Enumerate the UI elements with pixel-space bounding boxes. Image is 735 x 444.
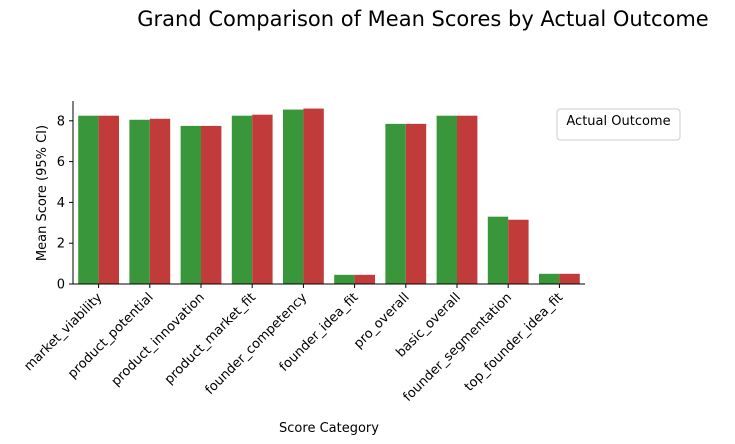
bar-product_innovation-series-2 xyxy=(201,125,222,285)
bar-founder_idea_fit-series-2 xyxy=(354,274,375,284)
legend: Actual Outcome xyxy=(556,108,681,141)
bar-pro_overall-series-2 xyxy=(405,123,427,284)
x-axis-label: Score Category xyxy=(279,421,379,436)
x-tick-label: product_potential xyxy=(65,290,156,381)
bar-founder_segmentation-series-2 xyxy=(508,219,529,284)
y-tick-label: 6 xyxy=(57,155,65,170)
y-tick-label: 8 xyxy=(57,114,65,129)
plot-area: 02468market_viabilityproduct_potentialpr… xyxy=(21,108,580,405)
bar-product_innovation-series-1 xyxy=(180,125,201,285)
chart-title: Grand Comparison of Mean Scores by Actua… xyxy=(137,7,708,31)
legend-title: Actual Outcome xyxy=(566,114,670,129)
bar-product_potential-series-1 xyxy=(129,119,150,284)
bar-pro_overall-series-1 xyxy=(385,123,406,284)
legend-frame xyxy=(556,108,681,141)
y-tick-label: 0 xyxy=(57,278,65,293)
bar-basic_overall-series-1 xyxy=(436,115,457,284)
bar-basic_overall-series-2 xyxy=(457,115,478,284)
bar-founder_idea_fit-series-1 xyxy=(334,274,355,284)
bar-founder_segmentation-series-1 xyxy=(487,216,509,284)
y-axis-label: Mean Score (95% CI) xyxy=(35,125,50,261)
bar-founder_competency-series-1 xyxy=(283,109,304,284)
y-tick-label: 4 xyxy=(57,196,65,211)
bar-top_founder_idea_fit-series-1 xyxy=(539,273,560,284)
bar-product_market_fit-series-1 xyxy=(231,115,253,284)
bar-product_potential-series-2 xyxy=(149,118,171,284)
x-tick-label: product_innovation xyxy=(109,290,208,389)
bar-product_market_fit-series-2 xyxy=(252,114,273,285)
bar-market_viability-series-1 xyxy=(78,115,99,284)
y-tick-label: 2 xyxy=(57,237,65,252)
bar-market_viability-series-2 xyxy=(98,115,119,284)
x-tick-label: founder_competency xyxy=(203,290,311,398)
x-tick-label: top_founder_idea_fit xyxy=(462,290,566,394)
bar-top_founder_idea_fit-series-2 xyxy=(559,273,580,284)
bar-founder_competency-series-2 xyxy=(303,108,324,284)
x-tick-label: product_market_fit xyxy=(162,290,259,387)
